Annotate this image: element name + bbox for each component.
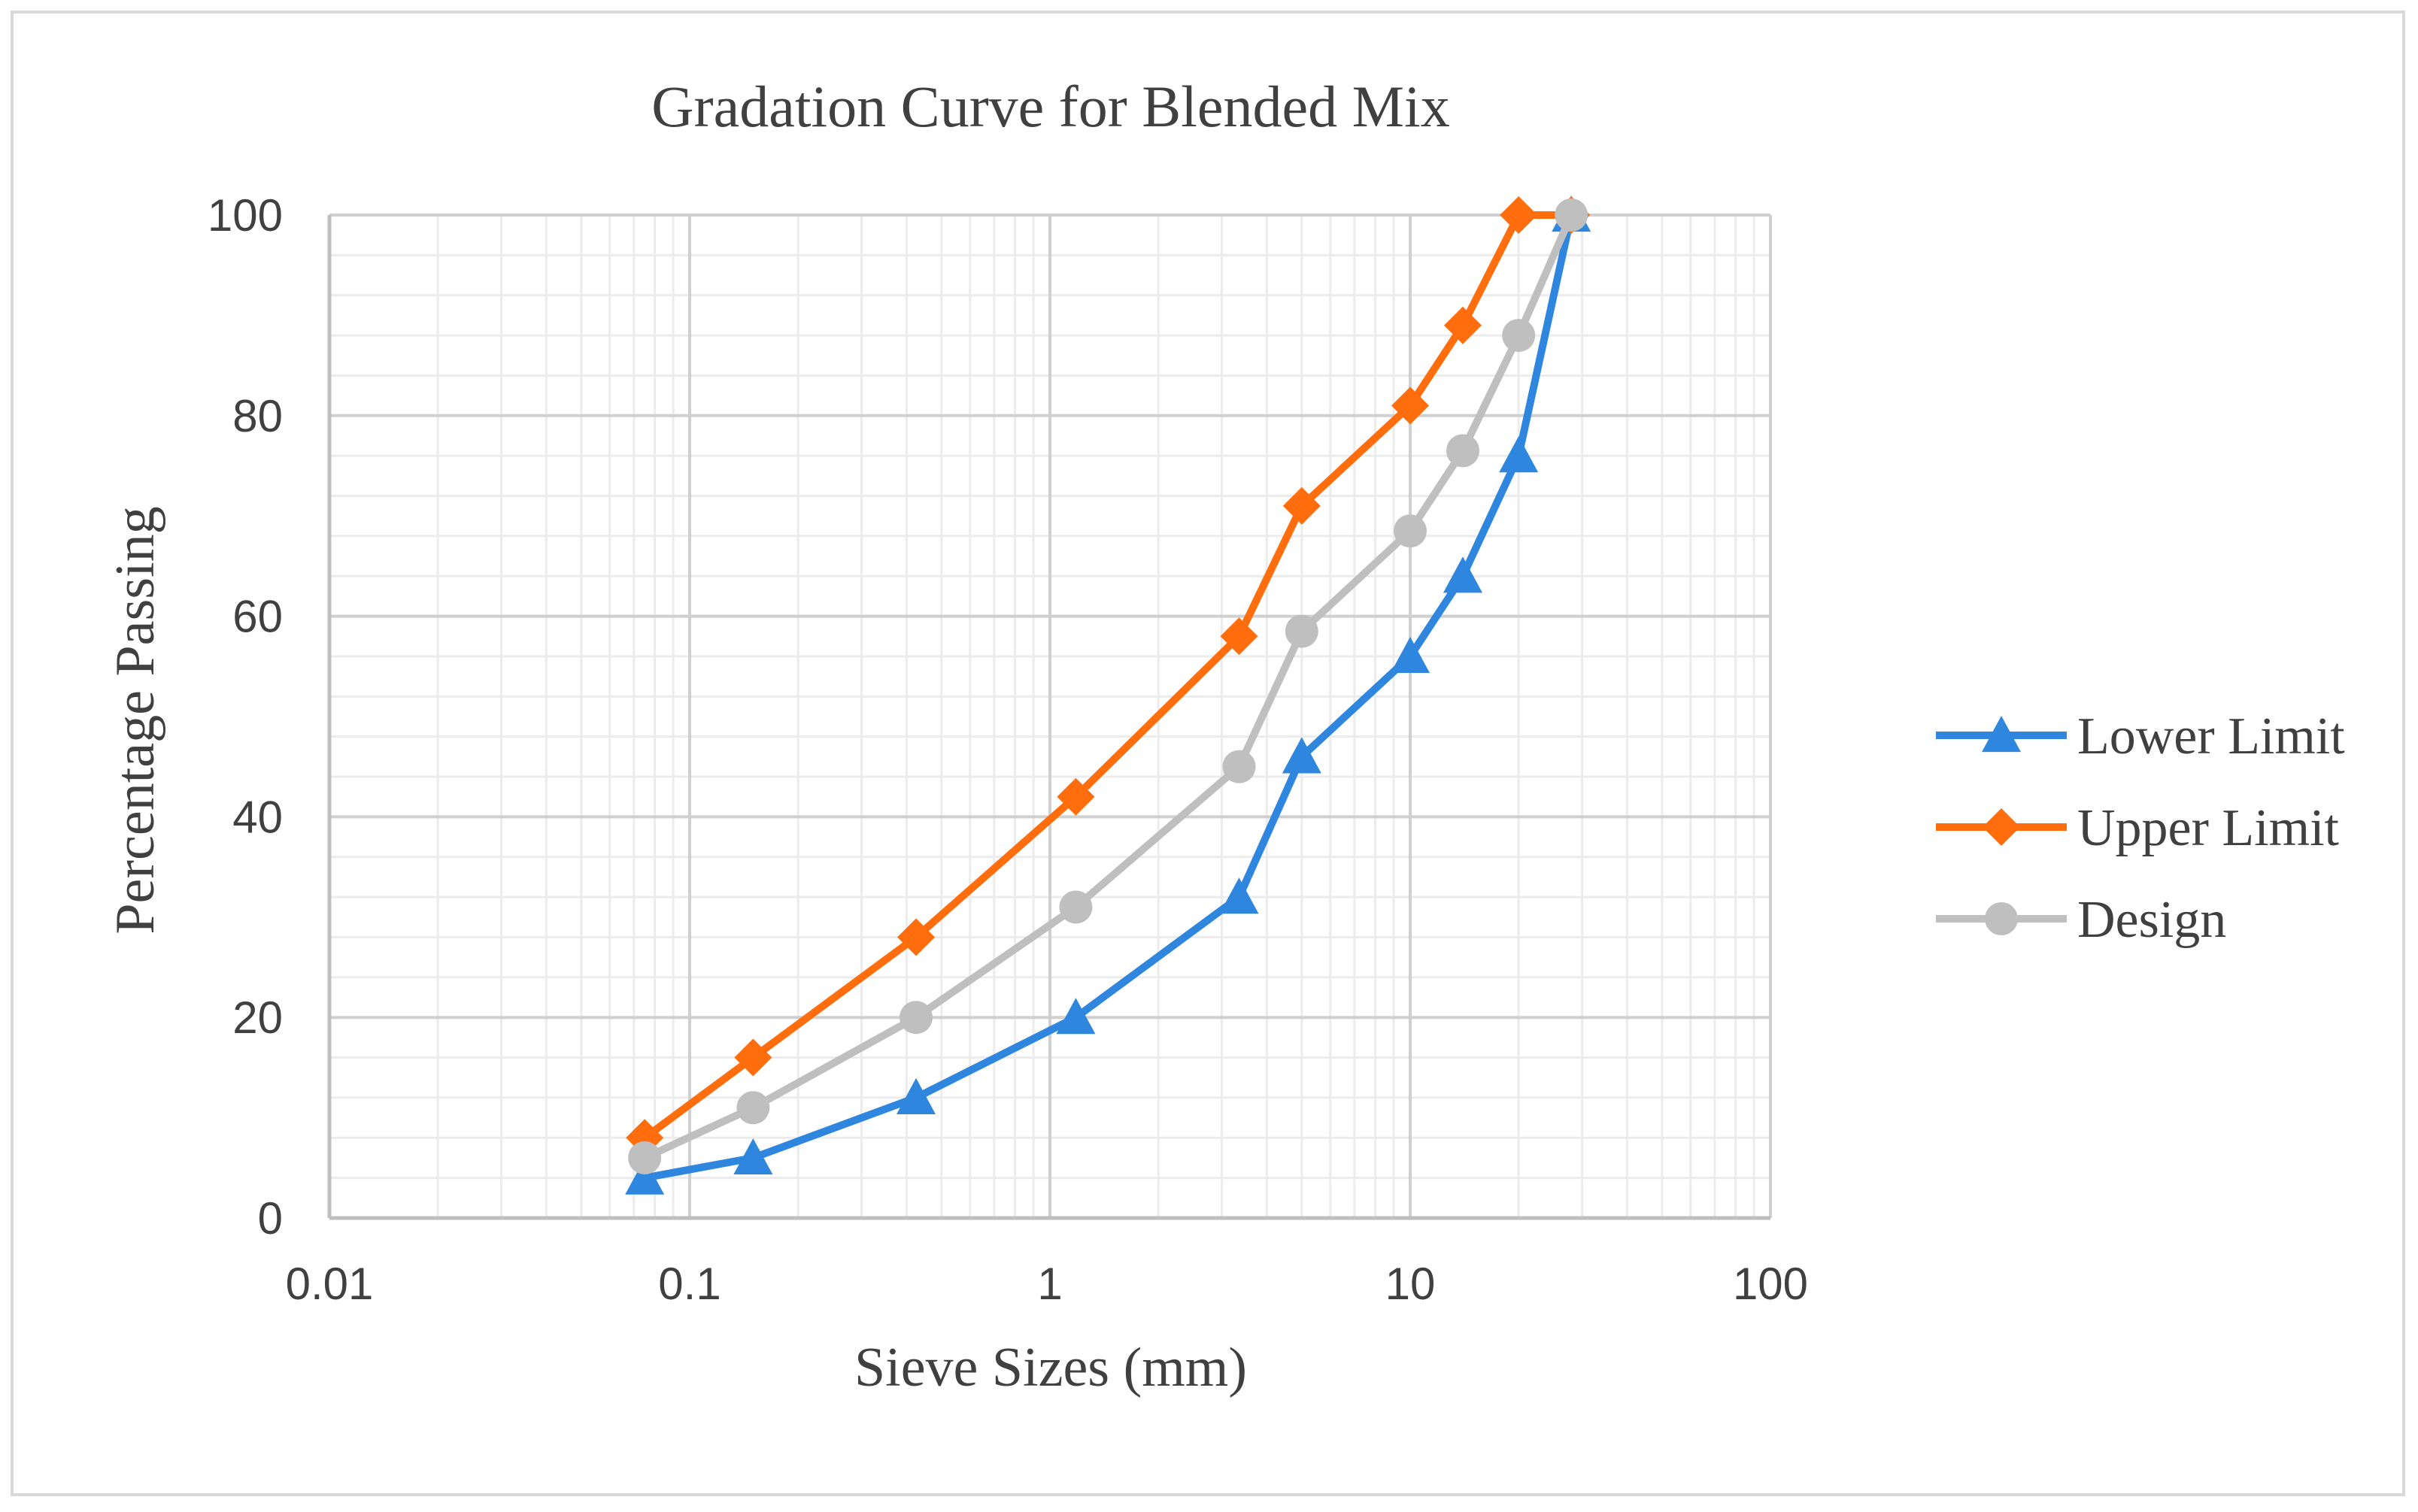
data-point-design [736,1091,770,1125]
x-tick-label: 10 [1385,1259,1436,1309]
legend: Lower Limit Upper Limit Design [1936,708,2345,949]
legend-item-design: Design [1936,891,2226,949]
data-point-upper-limit [1500,196,1538,234]
data-point-lower-limit [896,1077,936,1115]
data-point-design [899,1001,933,1035]
series-line-lower-limit [641,211,1576,1182]
x-tick-label: 100 [1733,1259,1808,1309]
y-tick-label: 40 [232,792,283,842]
data-point-lower-limit [1056,998,1096,1035]
data-point-lower-limit [1219,877,1259,914]
legend-marker-upper-limit [1983,808,2020,846]
legend-item-lower-limit: Lower Limit [1936,708,2345,765]
data-point-design [1285,614,1318,648]
chart-svg: 0.01 0.1 1 10 100 0 20 40 60 80 100 Gradation Curv… [105,74,2345,1398]
axes [327,215,1770,1220]
data-point-lower-limit [1282,737,1321,774]
legend-marker-design [1985,902,2018,935]
y-tick-label: 80 [232,391,283,441]
data-point-lower-limit [733,1138,773,1175]
x-tick-label: 1 [1037,1259,1062,1309]
grid [328,214,1772,1220]
data-point-lower-limit [1443,556,1482,593]
data-point-design [1059,890,1093,924]
y-axis-title: Percentage Passing [105,506,166,934]
data-point-upper-limit [897,918,935,956]
legend-label-design: Design [2077,891,2226,949]
series-design [628,198,1588,1174]
data-point-design [1555,198,1588,232]
data-point-design [628,1141,662,1174]
x-axis-title: Sieve Sizes (mm) [854,1337,1247,1398]
data-point-design [1222,750,1256,783]
y-tick-label: 0 [258,1193,283,1244]
series [625,195,1591,1195]
legend-marker-lower-limit [1982,716,2021,753]
data-point-upper-limit [1282,486,1321,525]
data-point-design [1446,434,1479,468]
data-point-upper-limit [734,1038,772,1077]
y-tick-label: 20 [232,992,283,1043]
chart-title: Gradation Curve for Blended Mix [651,74,1449,139]
x-tick-label: 0.01 [286,1259,374,1309]
data-point-upper-limit [1057,777,1095,816]
legend-label-lower-limit: Lower Limit [2077,708,2345,765]
legend-label-upper-limit: Upper Limit [2077,799,2340,857]
tick-labels: 0.01 0.1 1 10 100 0 20 40 60 80 100 [208,190,1808,1309]
x-tick-label: 0.1 [658,1259,721,1309]
data-point-design [1394,514,1427,548]
series-upper-limit [626,196,1591,1157]
series-line-upper-limit [641,211,1576,1142]
y-tick-label: 100 [208,190,283,241]
series-lower-limit [625,195,1591,1195]
y-tick-label: 60 [232,592,283,642]
series-line-design [641,211,1576,1162]
data-point-design [1502,319,1536,353]
data-point-lower-limit [1499,436,1539,473]
data-point-lower-limit [625,1158,665,1195]
legend-item-upper-limit: Upper Limit [1936,799,2340,857]
data-point-lower-limit [1391,636,1430,674]
chart-frame: 0.01 0.1 1 10 100 0 20 40 60 80 100 Gradation Curv… [11,11,2405,1496]
data-point-upper-limit [1391,386,1429,425]
data-point-upper-limit [1220,617,1258,656]
data-point-upper-limit [1443,306,1482,344]
